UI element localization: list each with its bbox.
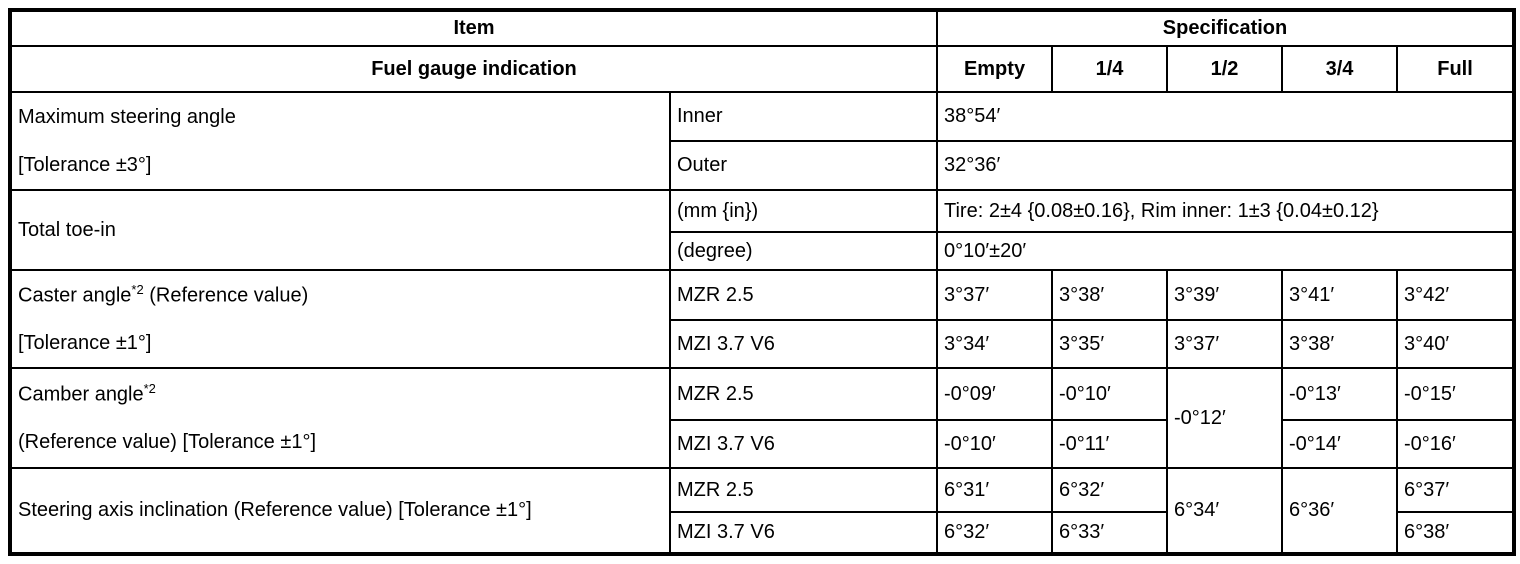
header-col-empty: Empty (936, 45, 1053, 93)
sublabel-inner: Inner (669, 91, 938, 142)
value-caster-mzi-full: 3°40′ (1395, 319, 1516, 369)
caster-label-text: Caster angle (18, 284, 132, 307)
header-col-full: Full (1395, 45, 1516, 93)
value-caster-mzr-three-quarter: 3°41′ (1281, 269, 1398, 321)
value-steering-outer: 32°36′ (935, 140, 1516, 191)
value-camber-mzi-three-quarter: -0°14′ (1281, 419, 1398, 469)
item-text-block: Maximum steering angle [Tolerance ±3°] (18, 94, 663, 188)
table-row: Camber angle*2 (Reference value) [Tolera… (9, 367, 1516, 469)
table-row: MZI 3.7 V6 -0°10′ -0°11′ -0°14′ -0°16′ (10, 419, 1516, 469)
item-text-block: Camber angle*2 (Reference value) [Tolera… (18, 370, 663, 466)
header-specification: Specification (935, 9, 1516, 47)
value-toe-in-degree: 0°10′±20′ (935, 231, 1516, 271)
header-item: Item (9, 9, 938, 47)
value-toe-in-mm: Tire: 2±4 {0.08±0.16}, Rim inner: 1±3 {0… (935, 189, 1516, 233)
value-caster-mzi-quarter: 3°35′ (1051, 319, 1168, 369)
item-text-block: Caster angle*2 (Reference value) [Tolera… (18, 272, 663, 366)
header-col-three-quarter: 3/4 (1281, 45, 1398, 93)
sublabel-degree: (degree) (669, 231, 938, 271)
table-row: (degree) 0°10′±20′ (10, 231, 1516, 271)
table-row: Maximum steering angle [Tolerance ±3°] I… (9, 91, 1516, 191)
sublabel-mm-in: (mm {in}) (669, 189, 938, 233)
sublabel-outer: Outer (669, 140, 938, 191)
camber-label-text: Camber angle (18, 383, 144, 406)
value-caster-mzr-quarter: 3°38′ (1051, 269, 1168, 321)
table-row: Steering axis inclination (Reference val… (9, 467, 1516, 555)
table-row: Caster angle*2 (Reference value) [Tolera… (9, 269, 1516, 369)
value-sai-three-quarter-merged: 6°36′ (1281, 467, 1398, 555)
footnote-marker: *2 (131, 281, 144, 297)
item-camber-angle: Camber angle*2 (Reference value) [Tolera… (9, 367, 671, 469)
value-sai-mzi-empty: 6°32′ (936, 511, 1053, 555)
value-sai-mzi-quarter: 6°33′ (1051, 511, 1168, 555)
value-camber-mzr-three-quarter: -0°13′ (1281, 367, 1398, 421)
item-line-2: [Tolerance ±3°] (18, 154, 152, 176)
value-caster-mzr-full: 3°42′ (1395, 269, 1516, 321)
item-line-1: Caster angle*2 (Reference value) (18, 283, 663, 308)
value-sai-mzr-full: 6°37′ (1395, 467, 1516, 513)
value-sai-mzi-full: 6°38′ (1395, 511, 1516, 555)
value-sai-mzr-empty: 6°31′ (936, 467, 1053, 513)
footnote-marker: *2 (143, 380, 156, 396)
value-camber-half-merged: -0°12′ (1166, 367, 1283, 469)
value-sai-mzr-quarter: 6°32′ (1051, 467, 1168, 513)
sublabel-camber-mzr: MZR 2.5 (669, 367, 938, 421)
header-col-half: 1/2 (1166, 45, 1283, 93)
sublabel-camber-mzi: MZI 3.7 V6 (669, 419, 938, 469)
specification-table: Item Specification Fuel gauge indication… (8, 8, 1517, 556)
table-row: MZI 3.7 V6 3°34′ 3°35′ 3°37′ 3°38′ 3°40′ (10, 319, 1516, 369)
item-steering-axis-inclination: Steering axis inclination (Reference val… (9, 467, 671, 555)
value-camber-mzi-quarter: -0°11′ (1051, 419, 1168, 469)
item-caster-angle: Caster angle*2 (Reference value) [Tolera… (9, 269, 671, 369)
value-camber-mzi-empty: -0°10′ (936, 419, 1053, 469)
item-total-toe-in: Total toe-in (9, 189, 671, 271)
caster-label-rest: (Reference value) (143, 284, 309, 307)
sublabel-caster-mzr: MZR 2.5 (669, 269, 938, 321)
value-camber-mzr-full: -0°15′ (1395, 367, 1516, 421)
value-sai-half-merged: 6°34′ (1166, 467, 1283, 555)
item-line-1: Maximum steering angle (18, 106, 236, 128)
sublabel-sai-mzi: MZI 3.7 V6 (669, 511, 938, 555)
table-row: Total toe-in (mm {in}) Tire: 2±4 {0.08±0… (9, 189, 1516, 271)
item-line-1: Camber angle*2 (18, 382, 663, 407)
table-row: Fuel gauge indication Empty 1/4 1/2 3/4 … (9, 45, 1516, 93)
table-row: Item Specification (9, 9, 1516, 47)
item-line-2: [Tolerance ±1°] (18, 332, 152, 355)
value-caster-mzr-half: 3°39′ (1166, 269, 1283, 321)
value-caster-mzi-half: 3°37′ (1166, 319, 1283, 369)
value-caster-mzr-empty: 3°37′ (936, 269, 1053, 321)
sublabel-sai-mzr: MZR 2.5 (669, 467, 938, 513)
value-camber-mzr-quarter: -0°10′ (1051, 367, 1168, 421)
header-fuel-gauge: Fuel gauge indication (9, 45, 938, 93)
value-steering-inner: 38°54′ (935, 91, 1516, 142)
sublabel-caster-mzi: MZI 3.7 V6 (669, 319, 938, 369)
item-line-2: (Reference value) [Tolerance ±1°] (18, 431, 317, 454)
table-row: Outer 32°36′ (10, 140, 1516, 191)
value-caster-mzi-three-quarter: 3°38′ (1281, 319, 1398, 369)
value-camber-mzr-empty: -0°09′ (936, 367, 1053, 421)
item-maximum-steering-angle: Maximum steering angle [Tolerance ±3°] (9, 91, 671, 191)
table-row: MZI 3.7 V6 6°32′ 6°33′ 6°38′ (10, 511, 1516, 555)
value-camber-mzi-full: -0°16′ (1395, 419, 1516, 469)
header-col-quarter: 1/4 (1051, 45, 1168, 93)
value-caster-mzi-empty: 3°34′ (936, 319, 1053, 369)
